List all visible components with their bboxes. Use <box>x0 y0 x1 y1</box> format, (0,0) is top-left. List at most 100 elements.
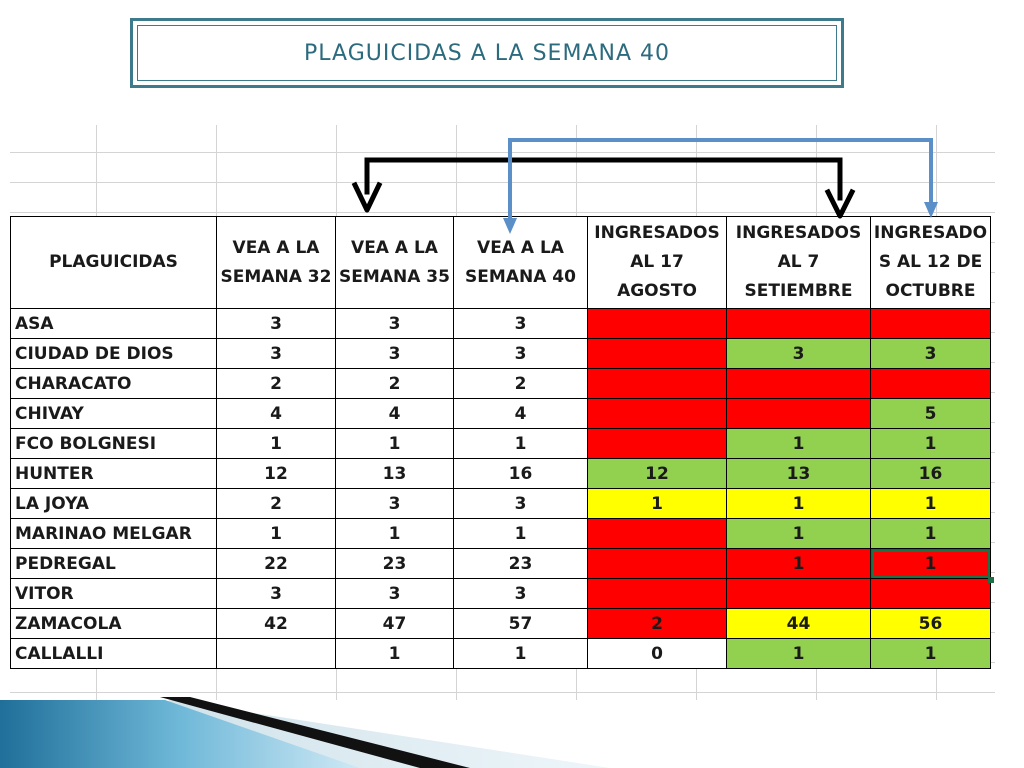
week35-cell[interactable]: 2 <box>335 368 454 399</box>
october12-cell[interactable]: 1 <box>870 488 991 519</box>
october12-cell[interactable]: 16 <box>870 458 991 489</box>
week35-cell[interactable]: 1 <box>335 638 454 669</box>
location-name-cell[interactable]: ZAMACOLA <box>10 608 217 639</box>
week35-cell[interactable]: 47 <box>335 608 454 639</box>
column-header-line: AL 7 <box>777 252 820 272</box>
column-header-0: PLAGUICIDAS <box>10 216 217 309</box>
september7-cell[interactable]: 1 <box>726 518 871 549</box>
week40-cell[interactable]: 1 <box>453 518 588 549</box>
table-header-row: PLAGUICIDAS VEA A LA SEMANA 32 VEA A LA SEMA… <box>10 216 991 309</box>
week40-cell[interactable]: 23 <box>453 548 588 579</box>
week35-cell[interactable]: 3 <box>335 578 454 609</box>
table-row: MARINAO MELGAR 1 1 1 1 1 <box>10 518 991 549</box>
september7-cell[interactable] <box>726 398 871 429</box>
september7-cell[interactable]: 44 <box>726 608 871 639</box>
week40-cell[interactable]: 1 <box>453 428 588 459</box>
week40-cell[interactable]: 1 <box>453 638 588 669</box>
week35-cell[interactable]: 13 <box>335 458 454 489</box>
october12-cell[interactable]: 5 <box>870 398 991 429</box>
location-name-cell[interactable]: ASA <box>10 308 217 339</box>
location-name-cell[interactable]: CIUDAD DE DIOS <box>10 338 217 369</box>
location-name-cell[interactable]: PEDREGAL <box>10 548 217 579</box>
column-header-2: VEA A LA SEMANA 35 <box>335 216 454 309</box>
week32-cell[interactable]: 3 <box>216 578 336 609</box>
september7-cell[interactable]: 1 <box>726 638 871 669</box>
column-header-line: VEA A LA <box>232 237 320 258</box>
week32-cell[interactable]: 3 <box>216 308 336 339</box>
october12-cell[interactable]: 1 <box>870 428 991 459</box>
august17-cell[interactable]: 1 <box>587 488 727 519</box>
august17-cell[interactable] <box>587 398 727 429</box>
location-name-cell[interactable]: LA JOYA <box>10 488 217 519</box>
week32-cell[interactable]: 12 <box>216 458 336 489</box>
column-header-line: AL 17 AGOSTO <box>617 252 697 301</box>
august17-cell[interactable] <box>587 548 727 579</box>
column-header-line: VEA A LA <box>351 237 438 258</box>
september7-cell[interactable] <box>726 368 871 399</box>
october12-cell[interactable]: 1 <box>870 548 991 579</box>
cell-fill-handle[interactable] <box>988 577 994 583</box>
week35-cell[interactable]: 23 <box>335 548 454 579</box>
week32-cell[interactable]: 42 <box>216 608 336 639</box>
september7-cell[interactable]: 13 <box>726 458 871 489</box>
august17-cell[interactable] <box>587 338 727 369</box>
september7-cell[interactable]: 1 <box>726 488 871 519</box>
black-arrow <box>351 157 856 219</box>
black-stripe <box>160 697 470 768</box>
week40-cell[interactable]: 3 <box>453 488 588 519</box>
week35-cell[interactable]: 3 <box>335 308 454 339</box>
week40-cell[interactable]: 3 <box>453 578 588 609</box>
column-header-line: PLAGUICIDAS <box>49 252 178 272</box>
august17-cell[interactable] <box>587 308 727 339</box>
table-body: ASA 3 3 3 CIUDAD DE DIOS 3 3 3 3 3 CHARACATO 2 2 2 CHI… <box>10 308 991 669</box>
column-header-line: INGRESADOS <box>735 223 862 243</box>
pesticide-table: PLAGUICIDAS VEA A LA SEMANA 32 VEA A LA SEMA… <box>10 216 991 669</box>
week32-cell[interactable]: 2 <box>216 368 336 399</box>
september7-cell[interactable] <box>726 578 871 609</box>
week40-cell[interactable]: 3 <box>453 338 588 369</box>
column-header-1: VEA A LA SEMANA 32 <box>216 216 336 309</box>
august17-cell[interactable] <box>587 518 727 549</box>
october12-cell[interactable]: 3 <box>870 338 991 369</box>
october12-cell[interactable]: 1 <box>870 518 991 549</box>
week32-cell[interactable] <box>216 638 336 669</box>
table-row: VITOR 3 3 3 <box>10 578 991 609</box>
august17-cell[interactable] <box>587 578 727 609</box>
column-header-line: SEMANA 40 <box>465 266 576 287</box>
table-row: LA JOYA 2 3 3 1 1 1 <box>10 488 991 519</box>
blue-stripe <box>0 700 360 768</box>
table-row: CHARACATO 2 2 2 <box>10 368 991 399</box>
august17-cell[interactable]: 2 <box>587 608 727 639</box>
column-header-5: INGRESADOS AL 7 SETIEMBRE <box>726 216 871 309</box>
column-header-line: OCTUBRE <box>885 281 976 301</box>
table-row: CALLALLI 1 1 0 1 1 <box>10 638 991 669</box>
october12-cell[interactable] <box>870 368 991 399</box>
blue-arrowhead-left <box>503 218 517 234</box>
week40-cell[interactable]: 3 <box>453 308 588 339</box>
week35-cell[interactable]: 1 <box>335 428 454 459</box>
august17-cell[interactable]: 0 <box>587 638 727 669</box>
september7-cell[interactable]: 3 <box>726 338 871 369</box>
week32-cell[interactable]: 3 <box>216 338 336 369</box>
week32-cell[interactable]: 22 <box>216 548 336 579</box>
week32-cell[interactable]: 1 <box>216 518 336 549</box>
column-header-line: SEMANA 32 <box>220 266 332 287</box>
august17-cell[interactable]: 12 <box>587 458 727 489</box>
week35-cell[interactable]: 3 <box>335 338 454 369</box>
location-name-cell[interactable]: VITOR <box>10 578 217 609</box>
october12-cell[interactable] <box>870 308 991 339</box>
slide-title-inner-frame: PLAGUICIDAS A LA SEMANA 40 <box>137 25 837 81</box>
table-row: PEDREGAL 22 23 23 1 1 <box>10 548 991 579</box>
week32-cell[interactable]: 4 <box>216 398 336 429</box>
table-row: HUNTER 12 13 16 12 13 16 <box>10 458 991 489</box>
column-header-line: SEMANA 35 <box>339 266 450 287</box>
week40-cell[interactable]: 2 <box>453 368 588 399</box>
october12-cell[interactable]: 1 <box>870 638 991 669</box>
october12-cell[interactable] <box>870 578 991 609</box>
location-name-cell[interactable]: CHARACATO <box>10 368 217 399</box>
week40-cell[interactable]: 57 <box>453 608 588 639</box>
week32-cell[interactable]: 1 <box>216 428 336 459</box>
location-name-cell[interactable]: CALLALLI <box>10 638 217 669</box>
location-name-cell[interactable]: HUNTER <box>10 458 217 489</box>
